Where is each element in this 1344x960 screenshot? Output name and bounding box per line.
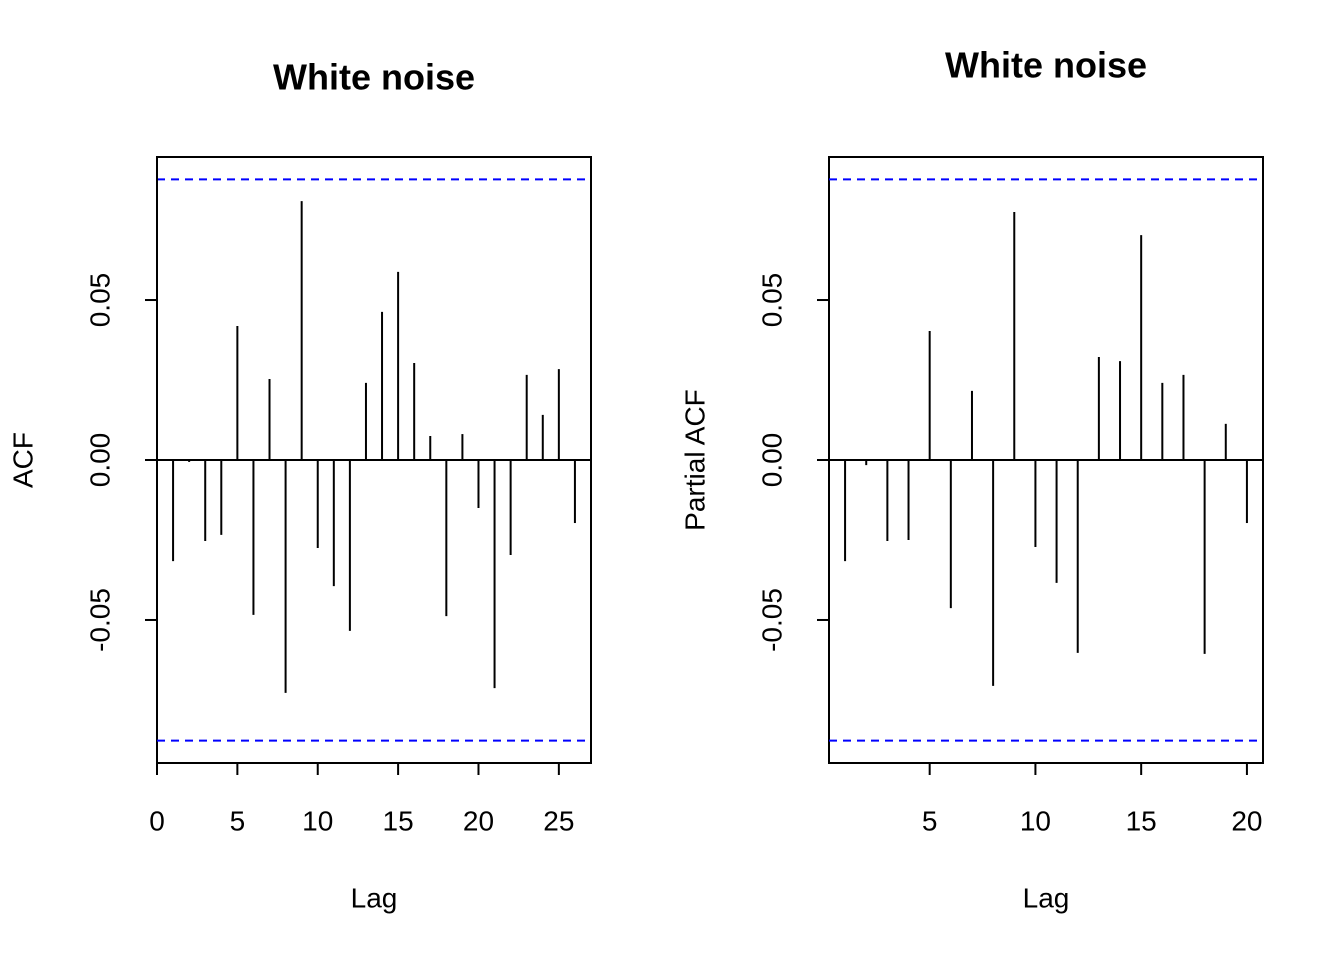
x-tick-label: 25 xyxy=(543,805,574,836)
x-tick-label: 0 xyxy=(149,805,165,836)
x-tick-label: 20 xyxy=(1231,805,1262,836)
y-tick-label: -0.05 xyxy=(756,588,787,652)
y-tick-label: 0.00 xyxy=(756,433,787,488)
y-tick-label: -0.05 xyxy=(84,588,115,652)
x-tick-label: 5 xyxy=(922,805,938,836)
y-tick-label: 0.05 xyxy=(756,273,787,328)
x-tick-label: 15 xyxy=(1126,805,1157,836)
y-axis-label: Partial ACF xyxy=(679,389,710,531)
x-axis-label: Lag xyxy=(351,882,398,913)
plot-area xyxy=(157,157,591,742)
y-axis-label: ACF xyxy=(7,432,38,488)
x-axis-label: Lag xyxy=(1023,882,1070,913)
x-tick-label: 15 xyxy=(383,805,414,836)
chart-title: White noise xyxy=(945,45,1147,86)
x-tick-label: 5 xyxy=(230,805,246,836)
plot-area xyxy=(829,178,1263,742)
x-tick-label: 10 xyxy=(302,805,333,836)
chart-title: White noise xyxy=(273,57,475,98)
y-tick-label: 0.05 xyxy=(84,273,115,328)
x-tick-label: 10 xyxy=(1020,805,1051,836)
x-tick-label: 20 xyxy=(463,805,494,836)
y-tick-label: 0.00 xyxy=(84,433,115,488)
